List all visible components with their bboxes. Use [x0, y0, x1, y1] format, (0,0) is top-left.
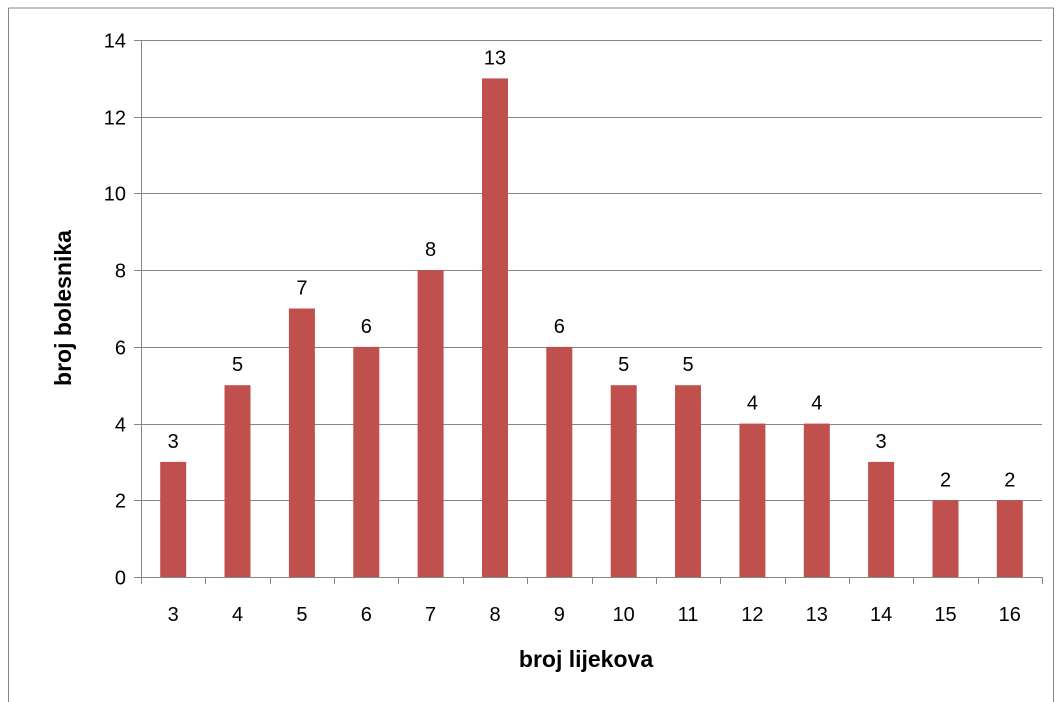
- x-tick-labels: 3 4 5 6 7 8 9 10 11 12 13 14 15 16: [168, 604, 1021, 626]
- bar: [932, 500, 959, 577]
- data-label: 5: [618, 354, 629, 376]
- y-tick-labels: 0 2 4 6 8 10 12 14: [104, 31, 126, 590]
- x-tick-label: 7: [425, 604, 436, 626]
- bar: [546, 346, 573, 577]
- x-tick-label: 9: [554, 604, 565, 626]
- y-tick-label: 6: [115, 338, 126, 360]
- x-tick-label: 3: [168, 604, 179, 626]
- x-tick-label: 13: [806, 604, 828, 626]
- bars: [160, 78, 1023, 578]
- data-label: 2: [1004, 469, 1015, 491]
- bar: [353, 346, 380, 577]
- x-tick-label: 4: [232, 604, 243, 626]
- bar: [868, 461, 895, 577]
- y-tick-label: 14: [104, 31, 126, 53]
- y-tick-label: 2: [115, 491, 126, 513]
- bar: [803, 423, 830, 577]
- x-tick-label: 12: [741, 604, 763, 626]
- data-label: 4: [811, 393, 822, 415]
- data-labels: 3 5 7 6 8 13 6 5 5 4 4 3 2 2: [168, 47, 1016, 491]
- bar: [675, 385, 701, 577]
- y-axis-title: broj bolesnika: [50, 230, 76, 386]
- data-label: 4: [747, 393, 758, 415]
- data-label: 7: [296, 278, 307, 300]
- y-tick-label: 0: [115, 568, 126, 590]
- data-label: 3: [876, 431, 887, 453]
- data-label: 6: [361, 316, 372, 338]
- gridlines: [141, 40, 1042, 501]
- x-axis-title: broj lijekova: [519, 646, 653, 672]
- y-tick-label: 10: [104, 184, 126, 206]
- data-label: 13: [484, 47, 506, 69]
- y-tick-label: 4: [115, 415, 126, 437]
- y-tick-label: 8: [115, 261, 126, 283]
- x-tick-label: 8: [489, 604, 500, 626]
- data-label: 5: [682, 354, 693, 376]
- x-tick-label: 10: [613, 604, 635, 626]
- x-tick-label: 16: [999, 604, 1021, 626]
- x-tick-label: 14: [870, 604, 892, 626]
- y-tick-label: 12: [104, 108, 126, 130]
- bar: [996, 500, 1023, 577]
- data-label: 6: [554, 316, 565, 338]
- x-tick-label: 6: [361, 604, 372, 626]
- bar: [160, 461, 187, 577]
- data-label: 5: [232, 354, 243, 376]
- bar: [610, 385, 637, 577]
- data-label: 8: [425, 239, 436, 261]
- bar: [482, 78, 508, 578]
- bar: [739, 423, 766, 577]
- x-tick-label: 11: [678, 604, 699, 626]
- chart-frame: [8, 7, 1054, 702]
- bar: [224, 385, 251, 577]
- data-label: 2: [940, 469, 951, 491]
- bar: [417, 270, 444, 577]
- data-label: 3: [168, 431, 179, 453]
- bar: [288, 308, 315, 577]
- x-tick-label: 15: [934, 604, 956, 626]
- x-tick-label: 5: [296, 604, 307, 626]
- axes: [134, 40, 1043, 584]
